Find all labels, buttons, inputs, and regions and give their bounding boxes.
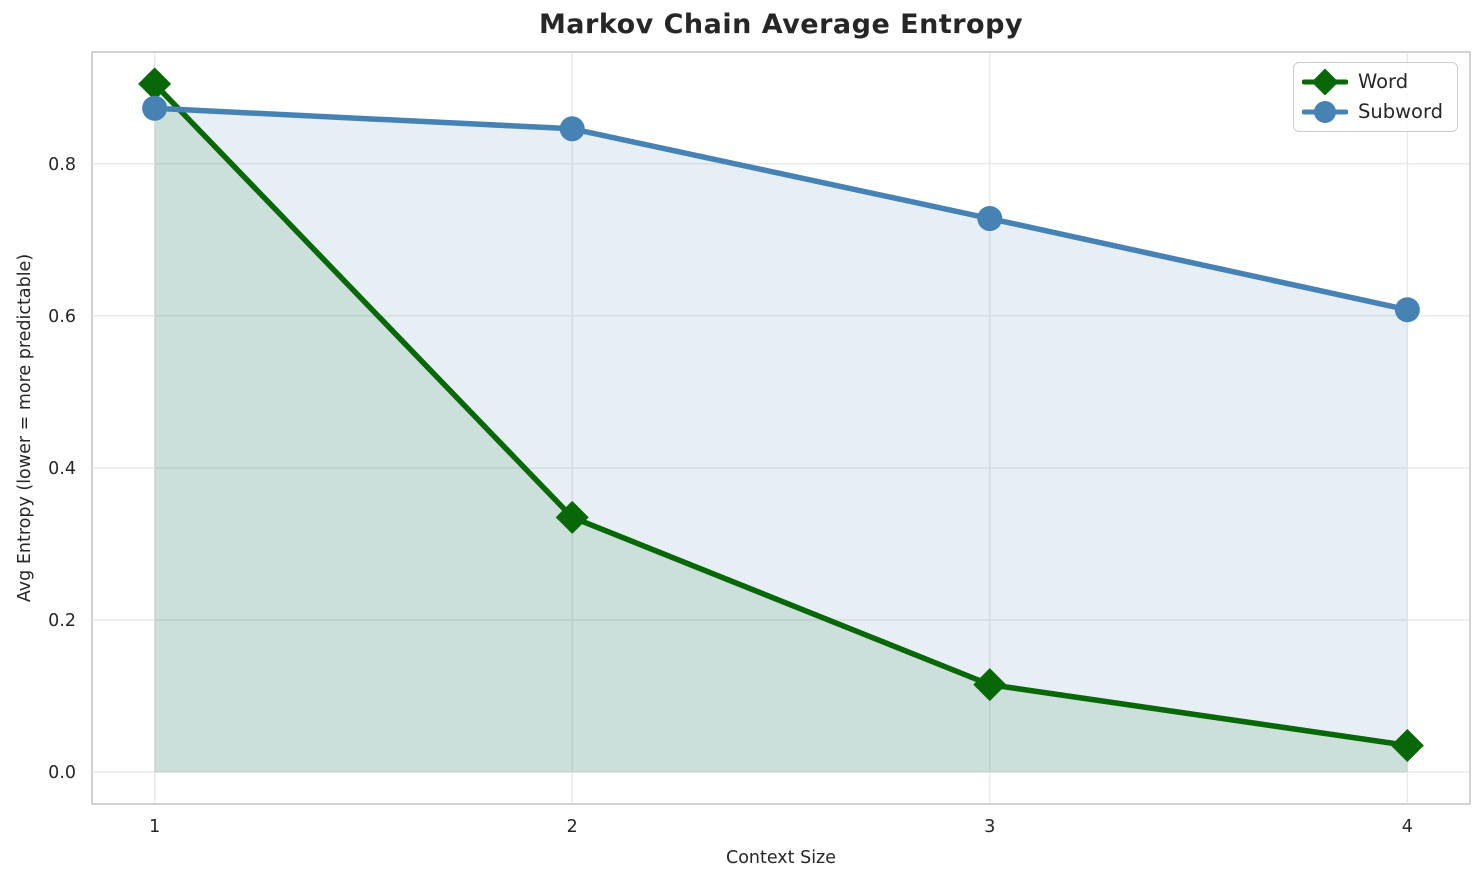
chart-title: Markov Chain Average Entropy <box>538 9 1024 40</box>
legend-label: Subword <box>1357 100 1443 123</box>
word-marker <box>1390 728 1424 762</box>
x-tick-label: 2 <box>567 817 578 837</box>
y-tick-label: 0.4 <box>48 459 76 479</box>
x-tick-label: 1 <box>149 817 160 837</box>
diamond-marker-icon <box>1301 68 1348 96</box>
y-tick-label: 0.2 <box>48 611 76 631</box>
subword-marker <box>559 116 585 142</box>
subword-marker <box>1394 297 1420 323</box>
x-tick-label: 4 <box>1402 817 1413 837</box>
word-line <box>151 81 1411 749</box>
subword-line <box>151 105 1411 313</box>
legend: Word Subword <box>1292 62 1458 132</box>
word-marker <box>138 67 172 101</box>
plot-border <box>91 51 1471 805</box>
y-tick-label: 0.6 <box>48 307 76 327</box>
y-tick-label: 0.8 <box>48 155 76 175</box>
y-tick-label: 0.0 <box>48 763 76 783</box>
x-tick-label: 3 <box>984 817 995 837</box>
legend-item-word: Word <box>1301 67 1443 97</box>
legend-marker-sample <box>1313 101 1336 123</box>
circle-marker-icon <box>1301 101 1348 123</box>
legend-item-subword: Subword <box>1301 97 1443 127</box>
legend-label: Word <box>1357 70 1409 93</box>
subword-area <box>154 108 1408 773</box>
word-marker <box>973 668 1007 702</box>
word-marker <box>555 500 589 534</box>
legend-marker-sample <box>1311 68 1339 96</box>
x-axis-label: Context Size <box>725 848 837 868</box>
subword-marker <box>142 95 168 121</box>
subword-marker <box>977 206 1003 232</box>
word-area <box>154 83 1408 773</box>
